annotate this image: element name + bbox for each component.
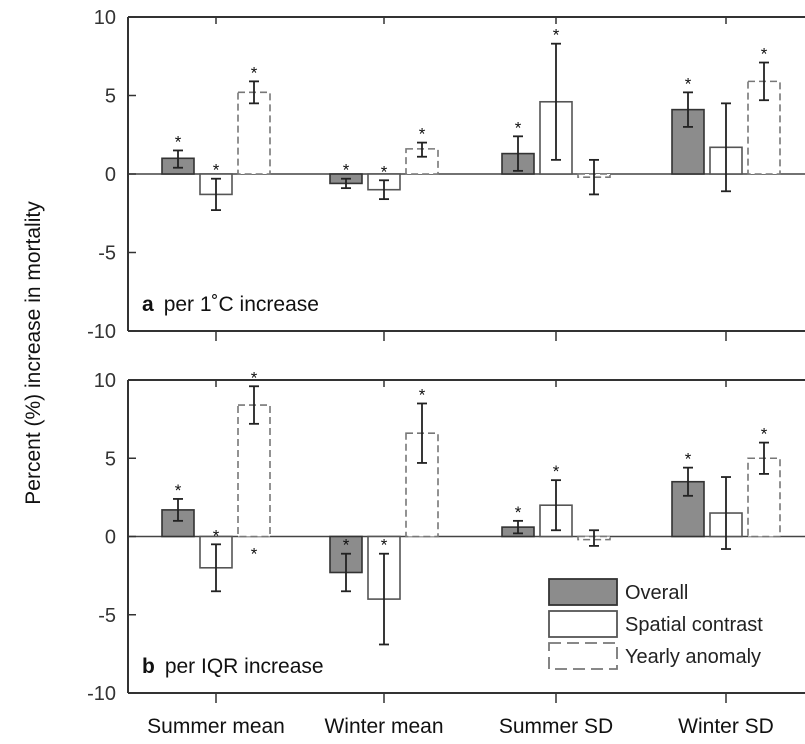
error-bar-overall-winter-sd <box>683 91 693 128</box>
panel-letter: a <box>142 293 154 316</box>
y-tick-label: -5 <box>98 243 116 265</box>
x-tick-label-winter-sd: Winter SD <box>678 715 774 738</box>
error-bar-spatial-contrast-winter-mean <box>379 179 389 201</box>
y-tick-label: -10 <box>87 321 116 343</box>
bar-overall-winter-sd <box>671 108 705 175</box>
error-bar-spatial-contrast-summer-mean <box>211 177 221 212</box>
x-tick-label-summer-sd: Summer SD <box>499 715 613 738</box>
panel-b: 10 5 0 -5 -10 * * * * * * * * * * * b per IQR increase <box>87 368 805 705</box>
series-overall: * * * * <box>161 450 705 593</box>
error-bar-overall-winter-sd <box>683 466 693 497</box>
significance-star: * <box>419 385 426 404</box>
x-tick-label-winter-mean: Winter mean <box>324 715 443 738</box>
panel-a: 10 5 0 -5 -10 * * * * * * * * * * a per 1˚C increase <box>87 7 805 343</box>
error-bar-overall-winter-mean <box>341 177 351 190</box>
legend-label: Spatial contrast <box>625 614 763 636</box>
significance-star: * <box>419 125 426 144</box>
significance-star: * <box>343 536 350 555</box>
series-overall: * * * * <box>161 74 705 190</box>
series-yearly-anomaly: * * * <box>237 45 781 196</box>
y-tick-label: -5 <box>98 605 116 627</box>
significance-star: * <box>381 162 388 181</box>
legend-swatch <box>548 642 618 670</box>
error-bar-yearly-anomaly-summer-sd <box>589 158 599 196</box>
legend-item-yearly-anomaly: Yearly anomaly <box>548 642 761 670</box>
significance-star: * <box>515 118 522 137</box>
panel-label: a per 1˚C increase <box>142 293 319 316</box>
significance-star: * <box>343 161 350 180</box>
error-bar-yearly-anomaly-winter-mean <box>417 141 427 158</box>
panel-letter: b <box>142 655 155 678</box>
y-tick-label: -10 <box>87 683 116 705</box>
error-bar-yearly-anomaly-winter-mean <box>417 402 427 464</box>
significance-star: * <box>213 526 220 545</box>
panel-caption: per IQR increase <box>165 655 324 678</box>
bar-yearly-anomaly-summer-mean <box>237 91 271 175</box>
y-tick-label: 0 <box>105 164 116 186</box>
error-bar-yearly-anomaly-winter-sd <box>759 61 769 102</box>
legend-label: Yearly anomaly <box>625 646 761 668</box>
significance-star: * <box>553 462 560 481</box>
y-tick-label: 10 <box>94 370 116 392</box>
error-bar-overall-summer-mean <box>173 149 183 169</box>
legend-label: Overall <box>625 582 688 604</box>
error-bar-spatial-contrast-winter-mean <box>379 552 389 646</box>
error-bar-overall-summer-mean <box>173 498 183 522</box>
error-bar-spatial-contrast-summer-sd <box>551 42 561 161</box>
error-bar-spatial-contrast-summer-mean <box>211 543 221 593</box>
legend-item-overall: Overall <box>548 578 688 606</box>
x-category-labels: Summer mean Winter mean Summer SD Winter SD <box>147 715 774 738</box>
significance-star: * <box>685 74 692 93</box>
significance-star: * <box>213 161 220 180</box>
error-bar-overall-summer-sd <box>513 519 523 535</box>
error-bar-overall-winter-mean <box>341 552 351 593</box>
significance-star: * <box>251 63 258 82</box>
x-tick-label-summer-mean: Summer mean <box>147 715 285 738</box>
legend-item-spatial-contrast: Spatial contrast <box>548 610 763 638</box>
error-bar-yearly-anomaly-summer-mean <box>249 80 259 105</box>
error-bar-spatial-contrast-winter-sd <box>721 102 731 193</box>
significance-star: * <box>761 45 768 64</box>
legend: Overall Spatial contrast Yearly anomaly <box>548 578 763 670</box>
error-bar-yearly-anomaly-summer-mean <box>249 385 259 425</box>
y-axis-label-group: Percent (%) increase in mortality <box>22 201 45 505</box>
error-bar-yearly-anomaly-winter-sd <box>759 441 769 475</box>
legend-swatch <box>548 578 618 606</box>
significance-star: * <box>515 503 522 522</box>
series-spatial-contrast: * * * <box>199 26 743 212</box>
bar-yearly-anomaly-summer-mean <box>237 404 271 538</box>
y-axis-label: Percent (%) increase in mortality <box>22 201 45 505</box>
significance-star: * <box>553 26 560 45</box>
significance-star: * <box>175 132 182 151</box>
y-tick-label: 10 <box>94 7 116 29</box>
error-bar-spatial-contrast-summer-sd <box>551 479 561 532</box>
significance-star: * <box>251 544 258 563</box>
legend-swatch <box>548 610 618 638</box>
significance-star: * <box>175 481 182 500</box>
significance-star: * <box>381 536 388 555</box>
error-bar-spatial-contrast-winter-sd <box>721 476 731 550</box>
significance-star: * <box>761 425 768 444</box>
y-tick-label: 5 <box>105 448 116 470</box>
error-bar-yearly-anomaly-summer-sd <box>589 529 599 547</box>
y-tick-label: 5 <box>105 86 116 108</box>
series-spatial-contrast: * * * <box>199 462 743 646</box>
panels: 10 5 0 -5 -10 * * * * * * * * * * a per 1˚C increase 10 5 0… <box>87 7 805 738</box>
series-yearly-anomaly: * * * <box>237 368 781 547</box>
panel-label: b per IQR increase <box>142 655 324 678</box>
significance-star: * <box>251 368 258 387</box>
error-bar-overall-summer-sd <box>513 135 523 172</box>
significance-star: * <box>685 450 692 469</box>
y-tick-label: 0 <box>105 527 116 549</box>
panel-caption: per 1˚C increase <box>164 293 319 316</box>
